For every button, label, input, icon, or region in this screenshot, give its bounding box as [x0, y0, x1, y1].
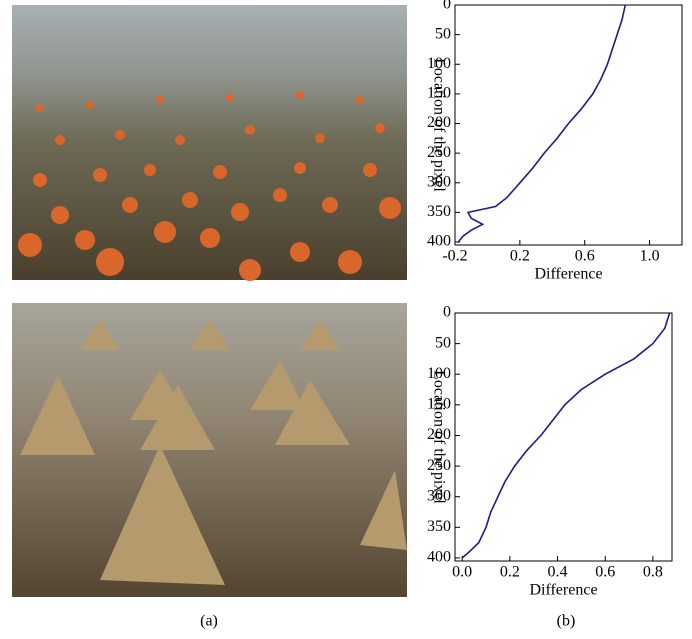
y-axis-label: Location of the pixel — [430, 370, 447, 504]
photo-haystacks — [12, 303, 407, 597]
x-tick-label: -0.2 — [442, 248, 467, 265]
y-tick-label: 0 — [443, 0, 451, 13]
y-tick-label: 250 — [427, 457, 451, 474]
x-axis-label: Difference — [534, 266, 602, 283]
x-tick-label: 0.0 — [452, 564, 472, 581]
axes-frame — [454, 4, 683, 246]
y-tick-label: 50 — [435, 334, 451, 351]
x-tick-label: 0.6 — [575, 248, 595, 265]
x-tick-label: 0.4 — [548, 564, 568, 581]
y-tick-label: 50 — [435, 25, 451, 42]
y-tick-label: 150 — [427, 396, 451, 413]
x-tick-label: 0.2 — [500, 564, 520, 581]
x-tick-label: 0.8 — [643, 564, 663, 581]
line — [461, 312, 671, 559]
y-tick-label: 250 — [427, 144, 451, 161]
line — [457, 4, 627, 243]
y-tick-label: 100 — [427, 55, 451, 72]
y-tick-label: 200 — [427, 426, 451, 443]
axes-frame — [454, 312, 673, 562]
y-tick-label: 200 — [427, 114, 451, 131]
y-tick-label: 350 — [427, 518, 451, 535]
y-tick-label: 400 — [427, 549, 451, 566]
y-tick-label: 150 — [427, 85, 451, 102]
x-tick-label: 0.2 — [510, 248, 530, 265]
caption: (b) — [557, 613, 576, 630]
y-tick-label: 400 — [427, 233, 451, 250]
photo-pumpkins — [12, 5, 407, 281]
x-tick-label: 0.6 — [595, 564, 615, 581]
caption: (a) — [200, 613, 218, 630]
y-axis-label: Location of the pixel — [430, 58, 447, 192]
y-tick-label: 0 — [443, 304, 451, 321]
x-tick-label: 1.0 — [640, 248, 660, 265]
y-tick-label: 350 — [427, 203, 451, 220]
y-tick-label: 300 — [427, 487, 451, 504]
y-tick-label: 100 — [427, 365, 451, 382]
x-axis-label: Difference — [529, 582, 597, 599]
y-tick-label: 300 — [427, 173, 451, 190]
